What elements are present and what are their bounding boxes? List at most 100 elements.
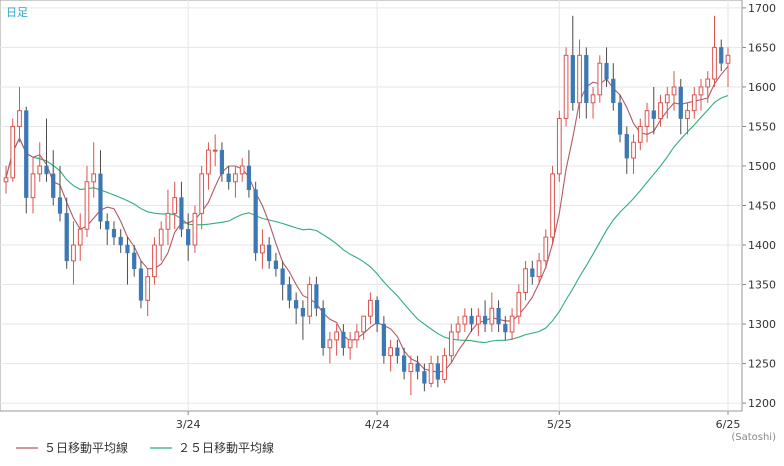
candle-body-down — [678, 86, 683, 119]
candle-body-up — [448, 331, 454, 357]
candle-body-down — [381, 323, 386, 356]
candle-body-up — [428, 363, 434, 384]
candle-body-up — [577, 54, 582, 104]
candle-body-down — [617, 102, 623, 135]
candle-body-up — [631, 141, 636, 159]
credit-label: (Satoshi) — [731, 432, 776, 443]
ma5-line — [5, 66, 729, 373]
candle-body-up — [368, 299, 373, 317]
candle-body-down — [186, 228, 191, 246]
candle-body-down — [294, 300, 299, 309]
candle-body-up — [334, 331, 339, 341]
candle-body-down — [219, 149, 225, 175]
candle-body-up — [685, 110, 690, 120]
period-label: 日足 — [6, 6, 28, 19]
candle-body-down — [651, 110, 656, 119]
y-tick-label: 1650 — [748, 41, 776, 54]
candle-body-down — [496, 308, 501, 325]
candle-body-up — [556, 118, 562, 175]
candle-body-down — [530, 268, 535, 277]
candle-body-up — [145, 276, 151, 301]
candle-body-down — [24, 110, 29, 198]
candle-body-up — [550, 173, 555, 238]
y-tick-label: 1350 — [748, 279, 776, 292]
candle-body-up — [37, 165, 43, 175]
candle-body-up — [563, 54, 569, 120]
x-tick-label: 5/25 — [547, 418, 572, 431]
candle-body-down — [98, 173, 103, 222]
candle-body-down — [287, 284, 292, 301]
candle-body-up — [84, 181, 90, 230]
x-axis: 3/24 4/24 5/25 6/25 — [176, 411, 740, 431]
y-tick-label: 1600 — [748, 81, 776, 94]
candle-body-up — [307, 284, 313, 317]
ma25-layer — [5, 94, 729, 344]
candle-body-up — [691, 94, 697, 112]
candle-body-down — [584, 55, 589, 103]
candle-body-up — [239, 165, 245, 175]
candle-body-down — [267, 244, 272, 262]
candle-body-down — [375, 300, 380, 325]
candle-body-up — [536, 260, 542, 278]
candle-body-down — [246, 165, 252, 190]
candle-body-up — [698, 86, 704, 96]
candle-body-up — [354, 331, 360, 341]
candle-body-up — [3, 177, 9, 183]
grid-lines — [0, 0, 742, 411]
candle-body-down — [604, 62, 609, 80]
candle-body-down — [253, 189, 258, 254]
y-tick-label: 1250 — [748, 358, 776, 371]
candle-body-down — [314, 284, 319, 309]
candle-body-down — [105, 221, 110, 230]
candle-body-up — [462, 315, 468, 325]
candle-body-down — [300, 308, 306, 317]
candle-body-up — [361, 315, 366, 333]
candle-body-down — [503, 323, 508, 333]
candle-body-down — [341, 331, 346, 349]
candle-body-down — [273, 260, 279, 269]
candle-body-up — [30, 173, 36, 199]
candle-body-up — [658, 102, 663, 120]
y-tick-label: 1200 — [748, 397, 776, 410]
candles-layer — [3, 15, 731, 396]
candle-body-down — [111, 228, 117, 238]
candle-body-up — [327, 339, 333, 349]
candle-body-down — [132, 252, 137, 269]
candle-body-up — [408, 363, 414, 372]
candle-body-down — [422, 371, 427, 384]
legend-ma5-label: ５日移動平均線 — [44, 440, 128, 455]
x-tick-label: 3/24 — [176, 418, 201, 431]
candle-body-up — [165, 212, 171, 230]
candle-body-down — [44, 165, 49, 175]
candle-body-up — [192, 212, 198, 246]
candle-body-up — [455, 323, 461, 333]
ma25-line — [5, 94, 729, 344]
candle-body-up — [17, 110, 22, 127]
candle-body-down — [611, 78, 616, 103]
candle-body-down — [118, 236, 123, 246]
y-tick-label: 1450 — [748, 200, 776, 213]
candle-body-down — [57, 197, 63, 214]
candle-body-up — [260, 244, 265, 254]
legend: ５日移動平均線 ２５日移動平均線 — [16, 440, 274, 455]
candle-body-down — [64, 213, 69, 262]
candle-body-up — [158, 228, 164, 246]
candle-body-up — [637, 125, 643, 143]
candle-body-down — [482, 315, 488, 325]
legend-ma25-label: ２５日移動平均線 — [178, 440, 274, 455]
candle-body-up — [77, 228, 83, 246]
candle-body-down — [395, 347, 400, 356]
y-tick-label: 1700 — [748, 2, 776, 15]
candle-body-down — [435, 363, 440, 380]
y-tick-label: 1400 — [748, 239, 776, 252]
candle-body-up — [671, 86, 677, 96]
candle-body-up — [705, 78, 711, 88]
candle-body-up — [172, 197, 178, 214]
candle-body-down — [280, 268, 285, 285]
candle-body-up — [152, 244, 157, 278]
candle-body-down — [415, 363, 420, 372]
candle-body-down — [570, 55, 575, 103]
candle-body-down — [321, 308, 326, 349]
